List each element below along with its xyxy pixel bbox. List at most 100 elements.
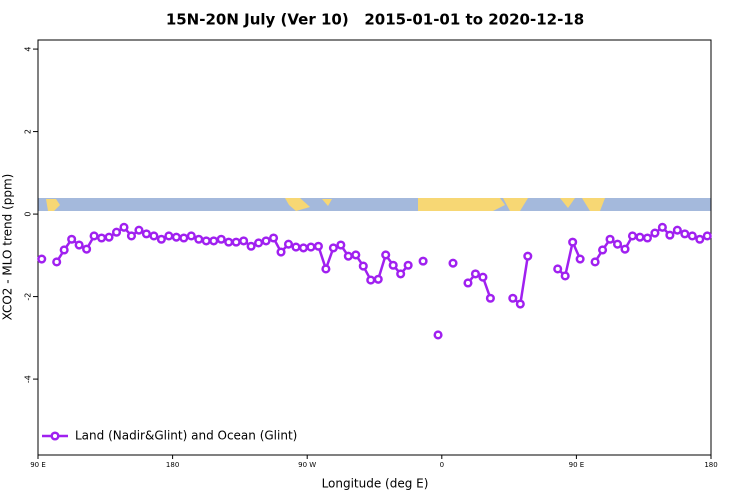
data-point bbox=[687, 231, 697, 241]
land bbox=[582, 198, 605, 211]
y-tick-label: 4 bbox=[24, 47, 33, 52]
data-point bbox=[665, 230, 675, 240]
data-point bbox=[313, 241, 323, 251]
data-point bbox=[231, 237, 241, 247]
x-tick-label: 180 bbox=[166, 461, 179, 469]
data-point bbox=[209, 236, 219, 246]
data-point bbox=[695, 234, 705, 244]
y-tick-label: 2 bbox=[24, 129, 33, 134]
data-point bbox=[156, 234, 166, 244]
data-point bbox=[485, 293, 495, 303]
legend: Land (Nadir&Glint) and Ocean (Glint) bbox=[42, 429, 297, 443]
legend-marker bbox=[50, 431, 60, 441]
data-point bbox=[67, 234, 77, 244]
data-point bbox=[366, 275, 376, 285]
data-point bbox=[388, 260, 398, 270]
land bbox=[560, 198, 575, 208]
data-point bbox=[650, 228, 660, 238]
data-point bbox=[598, 245, 608, 255]
map-strip bbox=[38, 198, 711, 211]
data-point bbox=[216, 234, 226, 244]
x-tick-label: 90 E bbox=[569, 461, 585, 469]
data-point bbox=[702, 231, 712, 241]
data-point bbox=[508, 293, 518, 303]
legend-label: Land (Nadir&Glint) and Ocean (Glint) bbox=[75, 429, 297, 443]
data-point bbox=[52, 257, 62, 267]
data-point bbox=[97, 233, 107, 243]
data-point bbox=[141, 229, 151, 239]
data-point bbox=[642, 233, 652, 243]
data-point bbox=[680, 229, 690, 239]
y-tick-label: -4 bbox=[24, 375, 33, 383]
ocean-band bbox=[38, 198, 711, 211]
data-point bbox=[261, 236, 271, 246]
data-point bbox=[448, 258, 458, 268]
data-point bbox=[224, 237, 234, 247]
data-point bbox=[612, 239, 623, 249]
data-point bbox=[373, 274, 383, 284]
x-tick-label: 180 bbox=[704, 461, 717, 469]
chart-title: 15N-20N July (Ver 10) 2015-01-01 to 2020… bbox=[166, 11, 584, 29]
plot-frame bbox=[37, 39, 712, 456]
data-point bbox=[515, 299, 525, 309]
data-point bbox=[134, 225, 144, 235]
y-tick-label: 0 bbox=[24, 212, 33, 217]
data-point bbox=[568, 237, 578, 247]
data-point bbox=[104, 232, 114, 242]
data-point bbox=[126, 231, 137, 241]
data-point bbox=[635, 232, 645, 242]
data-point bbox=[478, 272, 488, 282]
data-point bbox=[657, 222, 667, 232]
data-point bbox=[620, 244, 630, 254]
data-point bbox=[276, 247, 286, 257]
data-point bbox=[605, 234, 615, 244]
data-point bbox=[82, 244, 92, 254]
data-point bbox=[59, 245, 69, 255]
data-point bbox=[418, 256, 428, 266]
data-point bbox=[89, 231, 99, 241]
x-tick-label: 90 W bbox=[298, 461, 316, 469]
data-point bbox=[283, 239, 294, 249]
data-point bbox=[575, 254, 585, 264]
data-point bbox=[298, 243, 309, 253]
data-point bbox=[74, 240, 84, 250]
data-point bbox=[201, 236, 211, 246]
data-point bbox=[254, 238, 264, 248]
data-point bbox=[336, 240, 346, 250]
land bbox=[285, 198, 310, 211]
data-point bbox=[171, 232, 181, 242]
land bbox=[418, 198, 505, 211]
data-point bbox=[186, 231, 196, 241]
data-point bbox=[553, 264, 563, 274]
x-tick-label: 0 bbox=[440, 461, 444, 469]
y-axis-label: XCO2 - MLO trend (ppm) bbox=[1, 174, 15, 321]
data-point bbox=[269, 233, 279, 243]
data-point bbox=[246, 241, 256, 251]
data-point bbox=[463, 278, 473, 288]
data-point bbox=[672, 225, 682, 235]
data-point bbox=[164, 231, 174, 241]
data-point bbox=[111, 227, 122, 237]
data-point bbox=[321, 264, 331, 274]
data-point bbox=[358, 261, 368, 271]
data-point bbox=[560, 271, 570, 281]
data-point bbox=[403, 260, 413, 270]
data-point bbox=[194, 234, 204, 244]
data-point bbox=[37, 254, 47, 264]
land bbox=[322, 199, 332, 206]
data-point bbox=[351, 250, 361, 260]
data-point bbox=[433, 330, 443, 340]
x-tick-label: 90 E bbox=[30, 461, 46, 469]
data-point bbox=[343, 251, 353, 261]
data-point bbox=[470, 269, 481, 279]
y-tick-label: -2 bbox=[24, 293, 33, 301]
data-point bbox=[149, 231, 159, 241]
land bbox=[503, 198, 528, 211]
data-point bbox=[523, 251, 533, 261]
data-point bbox=[396, 269, 406, 279]
data-point bbox=[590, 257, 600, 267]
data-point bbox=[239, 236, 249, 246]
land bbox=[46, 199, 60, 211]
